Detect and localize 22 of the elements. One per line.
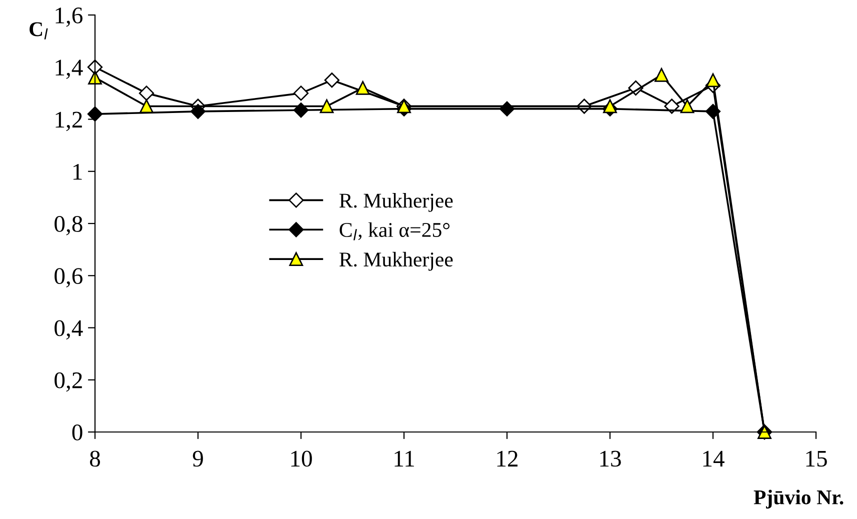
x-tick-label: 13 (600, 450, 621, 467)
y-tick-label: 0,4 (54, 320, 83, 340)
y-tick-label: 1,4 (56, 60, 83, 79)
y-tick-label: 1,6 (56, 8, 82, 27)
y-tick-label: 0 (72, 424, 82, 440)
y-tick-label: 0,6 (54, 268, 82, 288)
x-tick-label: 8 (90, 450, 100, 467)
legend-label: R. Mukherjee (339, 193, 453, 212)
x-tick-label: 15 (806, 450, 827, 467)
x-tick-label: 14 (703, 450, 724, 466)
y-tick-label: 1 (73, 164, 82, 180)
x-axis-title: Pjūvio Nr. (754, 490, 844, 509)
x-tick-label: 10 (291, 450, 312, 467)
y-tick-label: 0,2 (54, 372, 82, 392)
y-tick-label: 1,2 (56, 112, 82, 132)
legend-label: R. Mukherjee (339, 252, 453, 271)
y-tick-label: 0,8 (54, 216, 82, 236)
y-axis-title: C$_{l}$ (30, 22, 48, 40)
x-tick-label: 12 (497, 450, 518, 466)
legend-label: C$_{l}$, kai α=25° (340, 222, 450, 240)
x-tick-label: 9 (192, 450, 203, 467)
x-tick-label: 11 (394, 450, 414, 466)
